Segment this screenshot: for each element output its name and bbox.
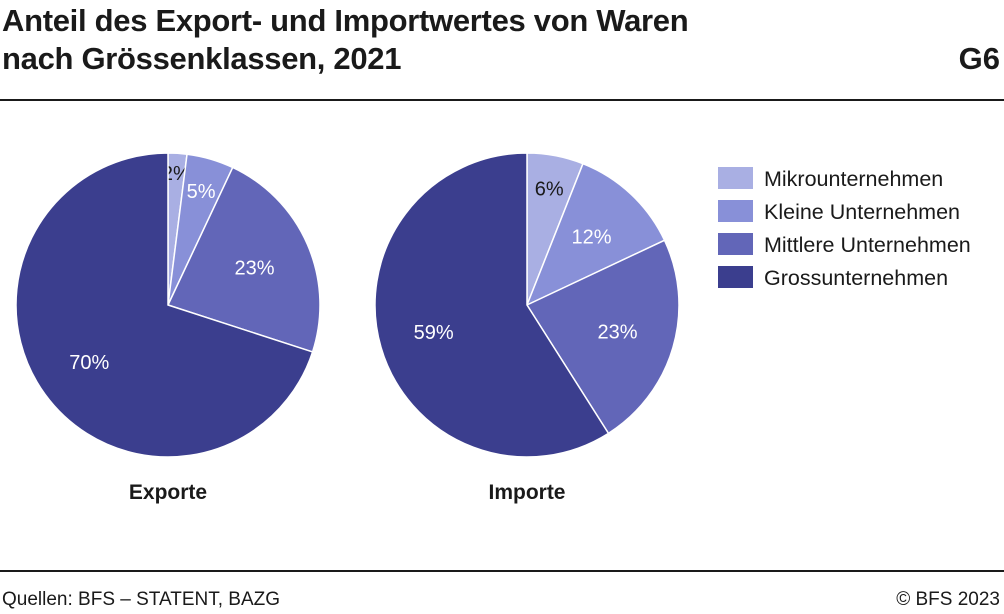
legend-label-2: Mittlere Unternehmen — [764, 233, 971, 257]
footer-divider — [0, 570, 1004, 572]
pie-label-importe-2: 23% — [597, 321, 637, 343]
copyright-note: © BFS 2023 — [896, 589, 1000, 610]
legend-label-3: Grossunternehmen — [764, 266, 948, 290]
pie-slice-importe-2 — [525, 239, 680, 435]
chart-title-line-1: Anteil des Export- und Importwertes von … — [2, 3, 689, 38]
pie-slice-exporte-3 — [15, 152, 314, 458]
pie-label-exporte-2: 23% — [234, 258, 274, 280]
chart-code: G6 — [958, 41, 1000, 76]
pie-label-importe-0: 6% — [535, 179, 564, 201]
pie-label-exporte-3: 70% — [69, 352, 109, 374]
legend-swatch-1 — [718, 200, 753, 222]
legend-label-1: Kleine Unternehmen — [764, 200, 960, 224]
legend-swatch-3 — [718, 266, 753, 288]
chart-title: Anteil des Export- und Importwertes von … — [2, 2, 902, 78]
sources-note: Quellen: BFS – STATENT, BAZG — [2, 589, 281, 610]
legend-swatch-0 — [718, 167, 753, 189]
pie-slice-exporte-2 — [166, 166, 321, 353]
legend-swatch-2 — [718, 233, 753, 255]
pie-label-importe-3: 59% — [414, 322, 454, 344]
chart-title-line-2: nach Grössenklassen, 2021 — [2, 41, 402, 76]
pie-title-importe: Importe — [488, 481, 565, 504]
pie-label-exporte-1: 5% — [187, 181, 216, 203]
header-divider — [0, 99, 1004, 101]
pie-label-importe-1: 12% — [571, 226, 611, 248]
pie-charts: 2%5%23%70%Exporte6%12%23%59%ImporteMikro… — [15, 152, 971, 504]
pie-slice-importe-1 — [525, 162, 666, 307]
pie-title-exporte: Exporte — [129, 481, 207, 504]
legend-label-0: Mikrounternehmen — [764, 167, 943, 191]
pie-slice-importe-3 — [374, 152, 610, 458]
